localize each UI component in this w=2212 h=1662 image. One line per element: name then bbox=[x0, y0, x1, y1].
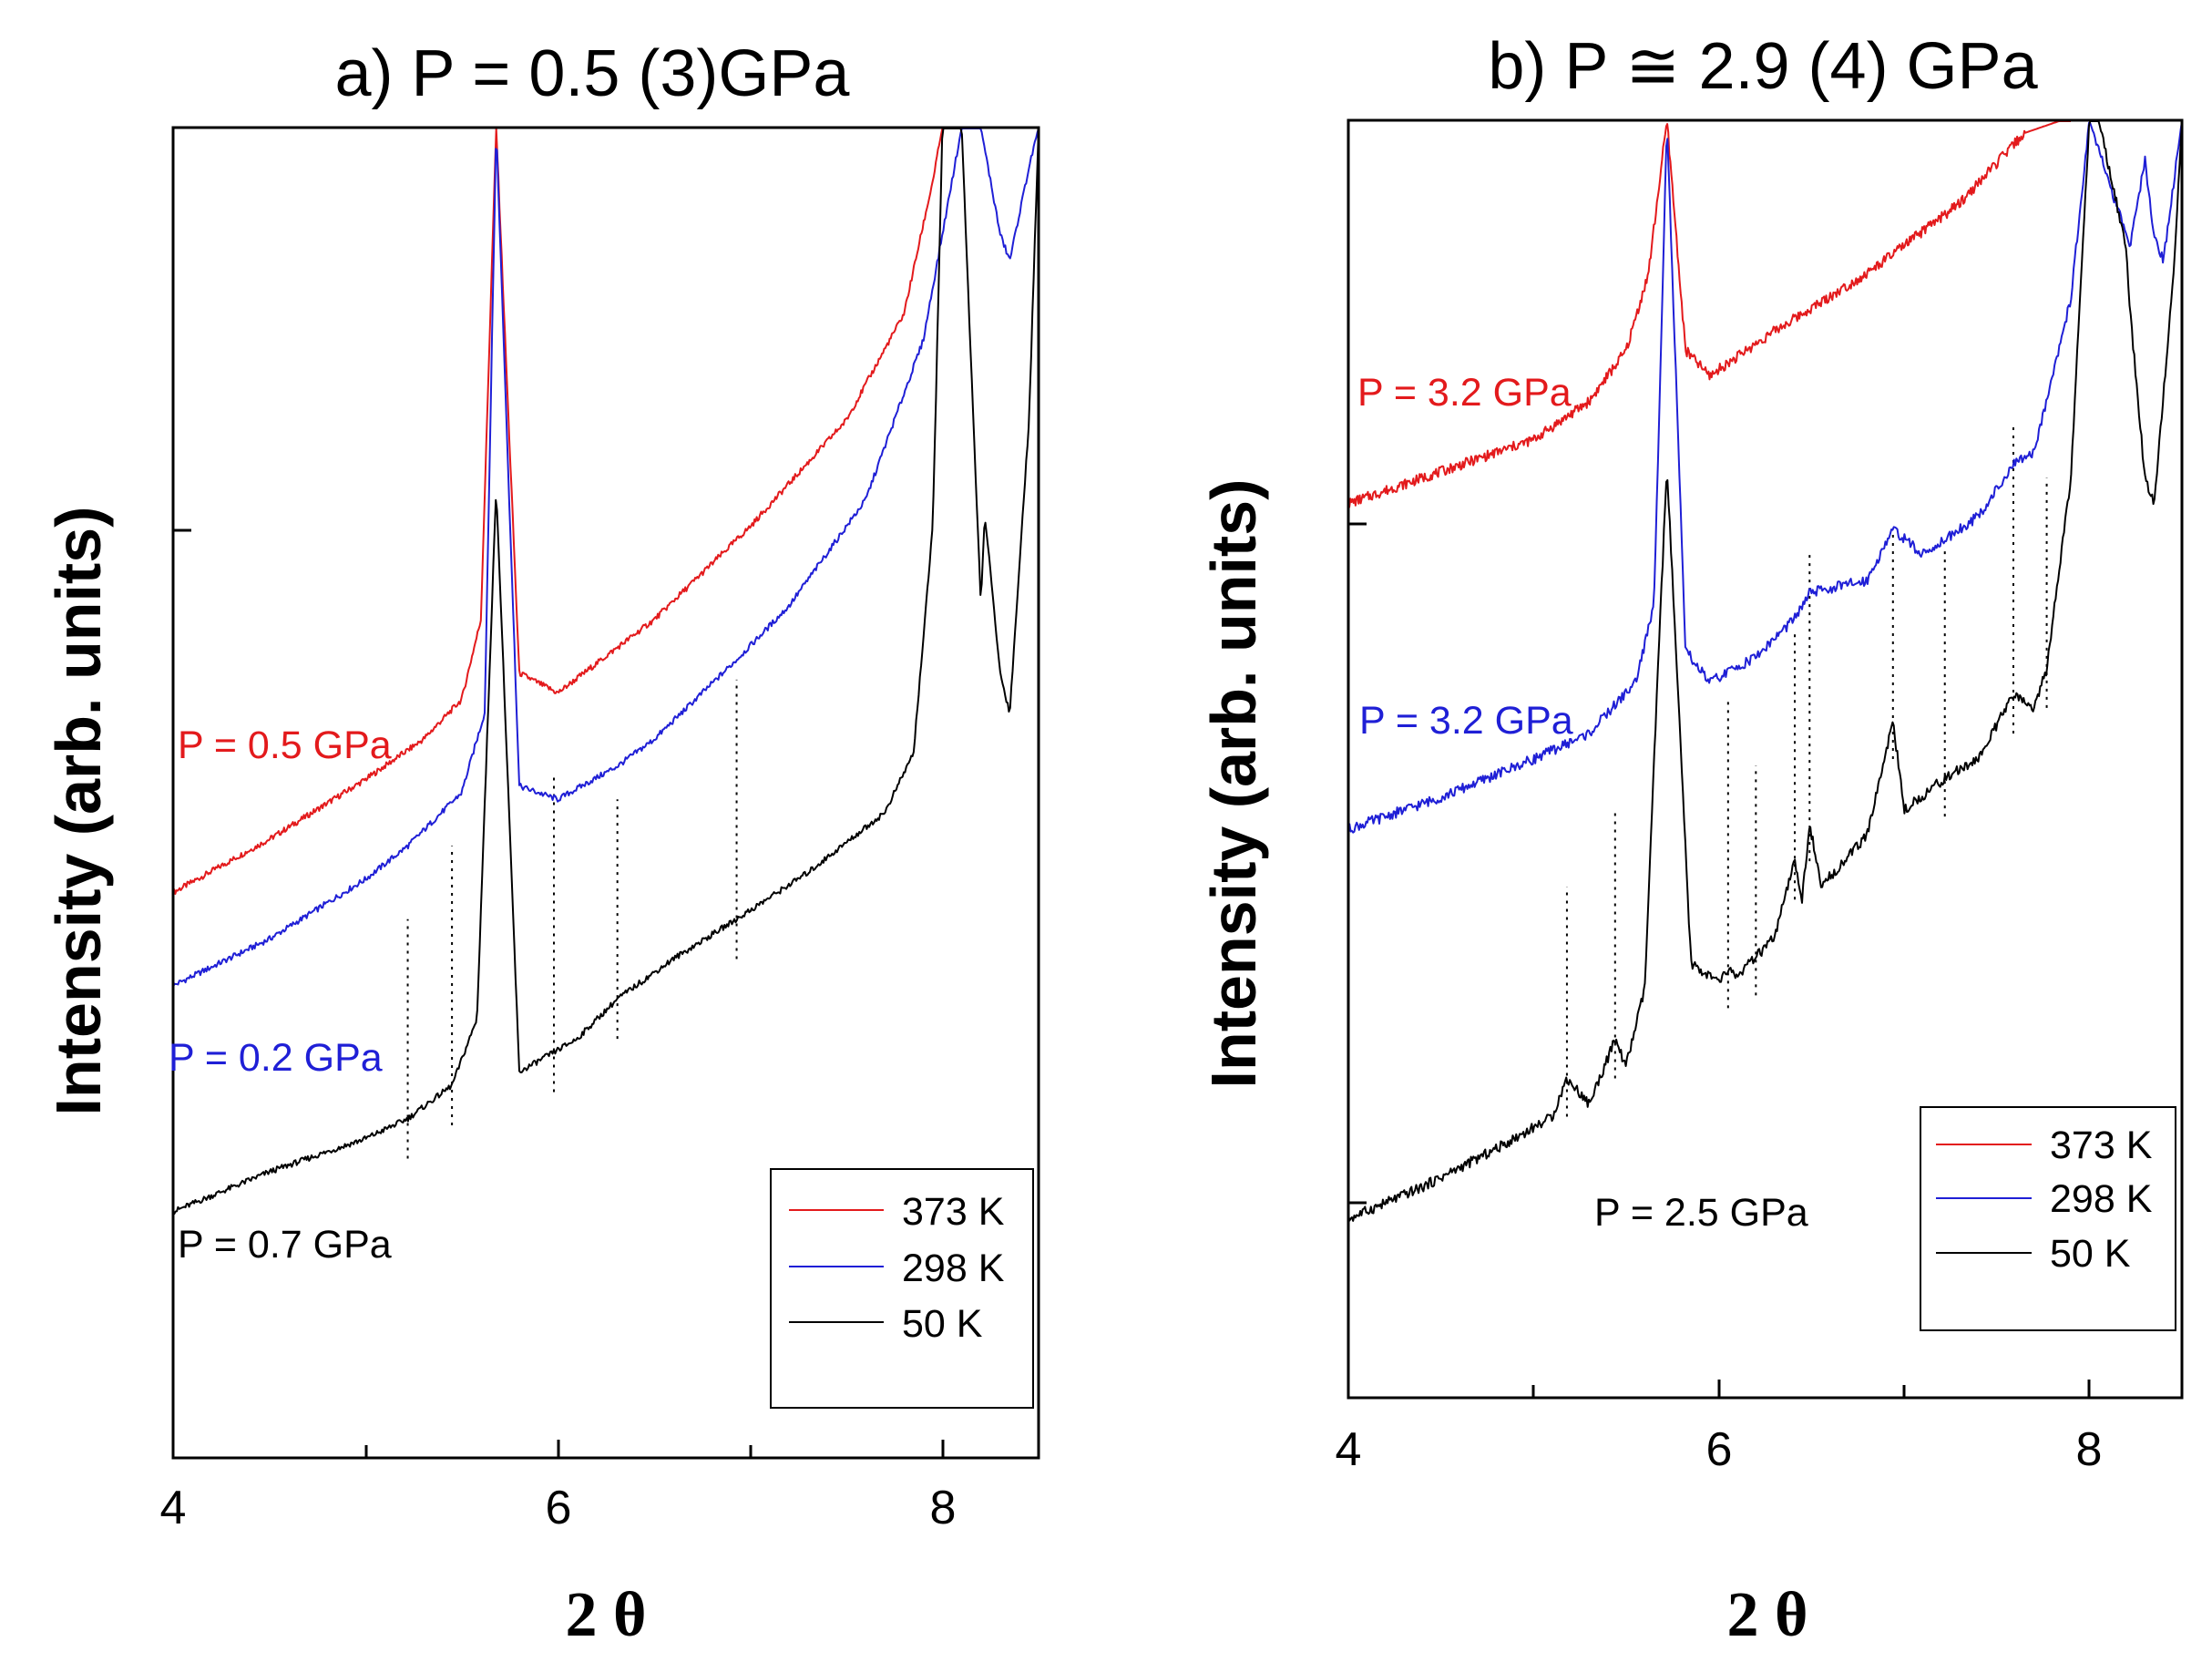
legend-label-50k: 50 K bbox=[2050, 1232, 2131, 1276]
series-line-298k bbox=[172, 128, 1039, 989]
legend-label-298k: 298 K bbox=[902, 1246, 1005, 1290]
series-line-50k bbox=[172, 128, 1039, 1216]
panel-b-annotation-blue: P = 3.2 GPa bbox=[1359, 699, 1573, 743]
panel-b-plot bbox=[1347, 120, 2183, 1222]
panel-a-legend-box bbox=[770, 1168, 1034, 1409]
panel-a-x-axis-label: 2 θ bbox=[565, 1580, 646, 1650]
series-line-50k bbox=[1347, 120, 2183, 1222]
legend-label-373k: 373 K bbox=[2050, 1123, 2153, 1167]
panel-a-x-tick-label: 8 bbox=[930, 1482, 957, 1534]
panel-b-axes-frame bbox=[1347, 118, 2184, 1400]
series-line-298k bbox=[1347, 120, 2183, 834]
panel-a-legend: 373 K 298 K 50 K bbox=[770, 1168, 1034, 1409]
panel-b-x-axis-label: 2 θ bbox=[1726, 1580, 1807, 1650]
legend-label-373k: 373 K bbox=[902, 1190, 1005, 1234]
panel-a-y-axis-label: Intensity (arb. units) bbox=[43, 507, 114, 1116]
panel-a-title: a) P = 0.5 (3)GPa bbox=[335, 37, 851, 110]
series-line-373k bbox=[172, 128, 944, 896]
legend-label-50k: 50 K bbox=[902, 1302, 983, 1346]
panel-b-annotation-black: P = 2.5 GPa bbox=[1594, 1191, 1808, 1235]
panel-a: a) P = 0.5 (3)GPa 4 6 8 2 θ Intensity (a… bbox=[43, 37, 1040, 1650]
panel-b-title: b) P ≅ 2.9 (4) GPa bbox=[1488, 30, 2038, 103]
panel-b-y-axis-label: Intensity (arb. units) bbox=[1198, 479, 1269, 1089]
panel-a-annotation-blue: P = 0.2 GPa bbox=[169, 1036, 383, 1080]
panel-b-legend: 373 K 298 K 50 K bbox=[1920, 1106, 2176, 1331]
panel-a-annotation-red: P = 0.5 GPa bbox=[178, 723, 392, 767]
panel-b: b) P ≅ 2.9 (4) GPa 4 6 8 2 θ Intensity (… bbox=[1198, 30, 2184, 1650]
panel-a-axes-frame bbox=[171, 126, 1040, 1460]
legend-label-298k: 298 K bbox=[2050, 1177, 2153, 1221]
panel-a-x-tick-label: 6 bbox=[546, 1482, 572, 1534]
panel-b-x-tick-label: 4 bbox=[1336, 1423, 1362, 1476]
panel-a-x-tick-label: 4 bbox=[160, 1482, 187, 1534]
series-line-373k bbox=[1347, 120, 2071, 508]
panel-b-x-tick-label: 8 bbox=[2076, 1423, 2103, 1476]
panel-a-plot bbox=[172, 128, 1039, 1216]
panel-b-annotation-red: P = 3.2 GPa bbox=[1357, 371, 1572, 415]
panel-a-annotation-black: P = 0.7 GPa bbox=[178, 1223, 392, 1267]
panel-b-x-tick-label: 6 bbox=[1706, 1423, 1733, 1476]
